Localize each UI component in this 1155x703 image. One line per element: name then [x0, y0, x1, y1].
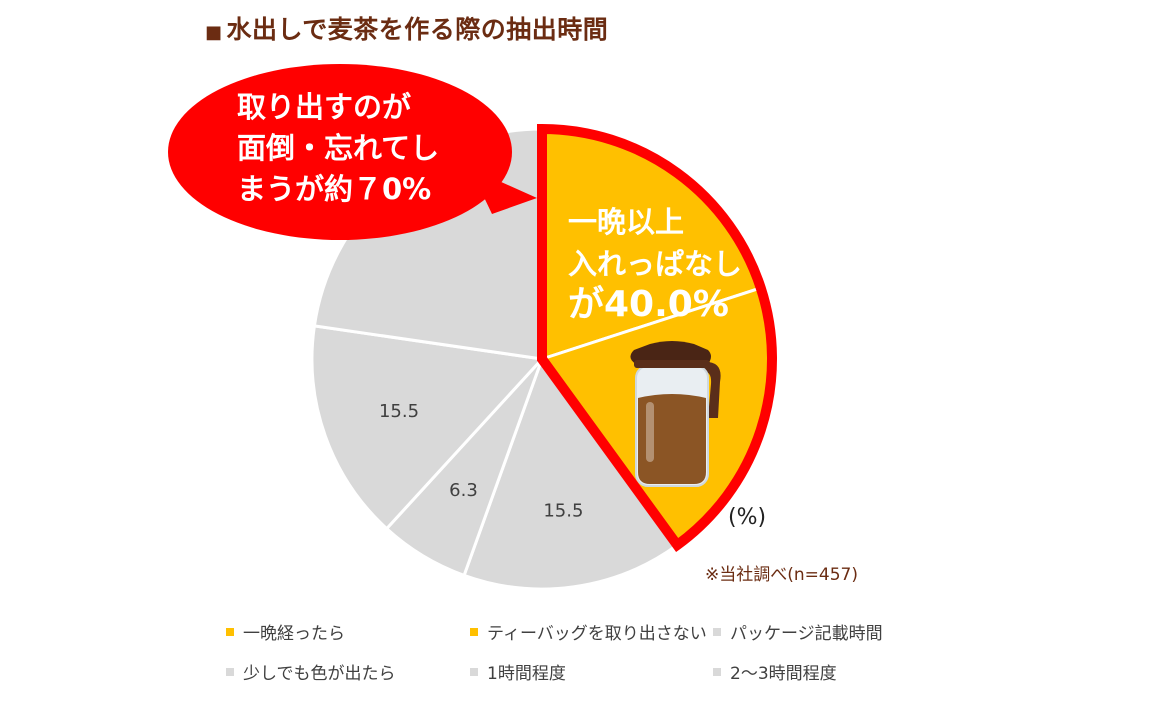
legend-item: 少しでも色が出たら [226, 659, 396, 684]
slice-value-label: 6.3 [449, 480, 478, 501]
legend-label: 1時間程度 [487, 664, 566, 684]
slice-value-label: 15.5 [543, 500, 583, 521]
callout-line: 面倒・忘れてし [237, 131, 439, 165]
title-marker: ■ [205, 22, 223, 43]
highlight-line: 一晩以上 [568, 205, 684, 239]
callout-bubble: 取り出すのが面倒・忘れてしまうが約７0% [168, 64, 537, 240]
legend-label: パッケージ記載時間 [730, 624, 883, 644]
callout-line: 取り出すのが [237, 90, 411, 124]
legend-swatch [713, 627, 721, 636]
legend-swatch [470, 627, 478, 636]
legend-item: パッケージ記載時間 [713, 619, 883, 644]
pie-slices [310, 127, 774, 591]
legend-swatch [226, 627, 234, 636]
chart-title: ■ 水出しで麦茶を作る際の抽出時間 [205, 10, 608, 46]
slice-value-label: 15.5 [379, 401, 419, 422]
legend-swatch [470, 667, 478, 676]
legend-item: ティーバッグを取り出さない [470, 619, 707, 644]
pie-slice-5 [310, 324, 546, 531]
highlight-line: 入れっぱなし [568, 247, 742, 281]
legend-item: 2～3時間程度 [713, 659, 837, 684]
legend-label: 2～3時間程度 [730, 664, 837, 684]
legend-label: ティーバッグを取り出さない [487, 624, 707, 644]
source-note: ※当社調べ(n=457) [705, 565, 858, 585]
unit-label: (%) [728, 505, 767, 530]
legend-item: 一晩経ったら [226, 619, 345, 644]
legend-item: 1時間程度 [470, 659, 566, 684]
callout-ellipse [168, 64, 512, 240]
highlight-border [537, 123, 777, 553]
highlight-line: が40.0% [568, 284, 729, 325]
highlight-text: 一晩以上入れっぱなしが40.0% [568, 205, 742, 325]
legend-label: 一晩経ったら [243, 624, 345, 644]
legend-swatch [713, 667, 721, 676]
callout-text: 取り出すのが面倒・忘れてしまうが約７0% [237, 90, 439, 206]
legend-swatch [226, 667, 234, 676]
legend-label: 少しでも色が出たら [243, 664, 396, 684]
callout-line: まうが約７0% [237, 172, 431, 206]
pie-slice-3 [462, 355, 680, 591]
pitcher-icon [630, 341, 721, 487]
chart-title-text: 水出しで麦茶を作る際の抽出時間 [226, 15, 609, 44]
slice-value-labels: 15.5 6.3 15.5 [379, 401, 583, 521]
